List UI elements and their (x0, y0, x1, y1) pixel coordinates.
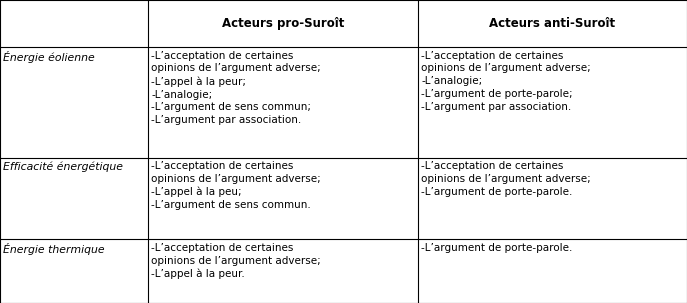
Text: Énergie éolienne: Énergie éolienne (3, 51, 95, 63)
Text: -L’acceptation de certaines
opinions de l’argument adverse;
-L’analogie;
-L’argu: -L’acceptation de certaines opinions de … (421, 51, 591, 112)
Text: Acteurs pro-Suroît: Acteurs pro-Suroît (221, 17, 344, 30)
Text: Acteurs anti-Suroît: Acteurs anti-Suroît (489, 17, 616, 30)
Text: -L’acceptation de certaines
opinions de l’argument adverse;
-L’argument de porte: -L’acceptation de certaines opinions de … (421, 161, 591, 197)
Text: -L’acceptation de certaines
opinions de l’argument adverse;
-L’appel à la peur;
: -L’acceptation de certaines opinions de … (151, 51, 321, 125)
Text: -L’acceptation de certaines
opinions de l’argument adverse;
-L’appel à la peur.: -L’acceptation de certaines opinions de … (151, 243, 321, 279)
Text: Énergie thermique: Énergie thermique (3, 243, 105, 255)
Text: -L’acceptation de certaines
opinions de l’argument adverse;
-L’appel à la peu;
-: -L’acceptation de certaines opinions de … (151, 161, 321, 210)
Text: -L’argument de porte-parole.: -L’argument de porte-parole. (421, 243, 572, 253)
Text: Efficacité énergétique: Efficacité énergétique (3, 161, 124, 172)
